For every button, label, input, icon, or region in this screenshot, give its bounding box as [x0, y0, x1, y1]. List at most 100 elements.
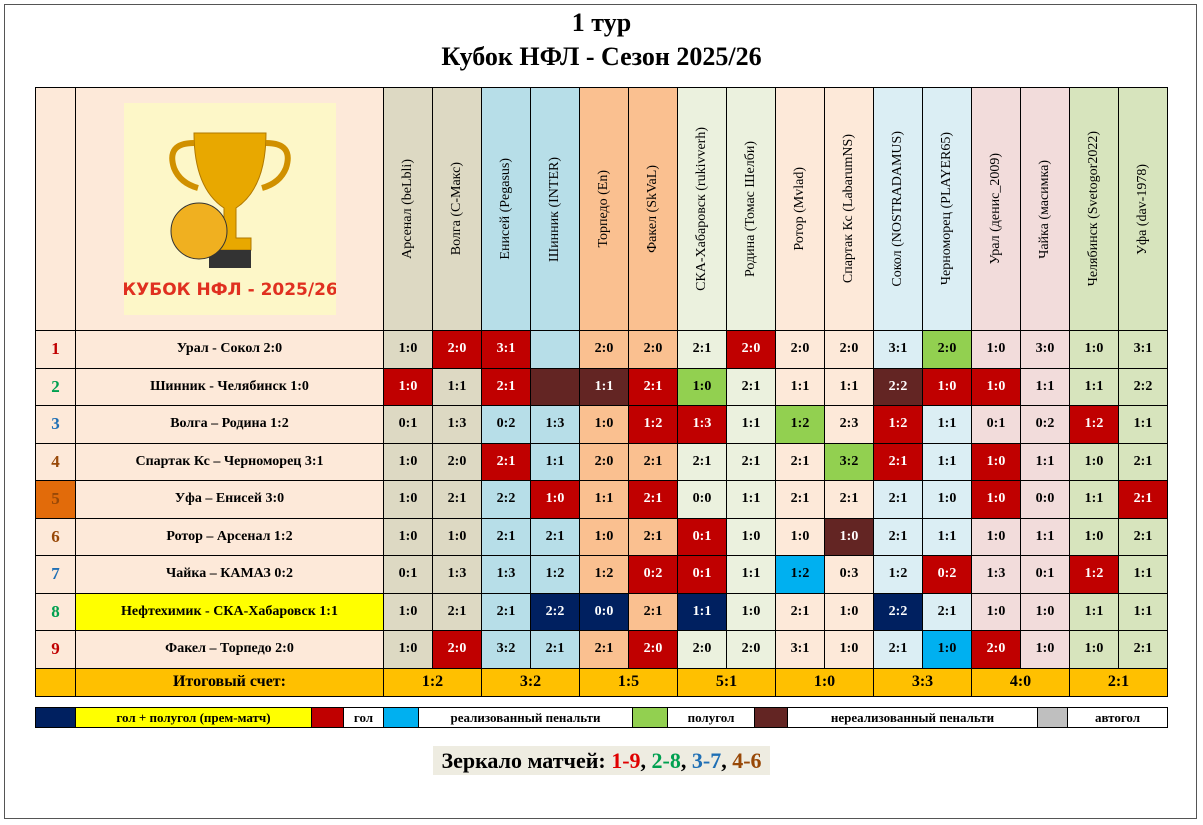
score: 1:0: [383, 592, 433, 631]
match: Волга – Родина 1:2: [75, 405, 384, 444]
score: 1:0: [971, 330, 1021, 369]
score: 1:0: [922, 480, 972, 519]
row-number: 4: [35, 442, 76, 481]
score: 2:1: [873, 442, 923, 481]
score: 1:1: [579, 367, 629, 406]
score: 1:0: [824, 592, 874, 631]
score: 1:1: [726, 480, 776, 519]
score: 1:1: [1118, 405, 1168, 444]
column-name: Черноморец (PLAYER65): [939, 132, 954, 286]
score: 1:0: [383, 330, 433, 369]
mirror-box: Зеркало матчей: 1-9, 2-8, 3-7, 4-6: [433, 746, 770, 775]
score: 1:2: [1069, 555, 1119, 594]
mirror-pair: 3-7: [691, 748, 722, 773]
column-name: Спартак Кс (LabarumNS): [841, 134, 856, 284]
score: 2:1: [775, 592, 825, 631]
score: 1:0: [383, 442, 433, 481]
score: 2:0: [971, 630, 1021, 669]
score: 1:0: [922, 630, 972, 669]
score: 2:1: [1118, 442, 1168, 481]
column-name: Урал (денис_2009): [988, 153, 1003, 265]
match-row: 1 Урал - Сокол 2:0 1:0 2:0 3:1 2:0 2:0 2:1 2:0 2:…: [35, 330, 1168, 369]
score: 2:1: [726, 367, 776, 406]
score: 0:0: [579, 592, 629, 631]
legend-swatch: [1037, 707, 1068, 728]
score: 0:3: [824, 555, 874, 594]
score: 1:0: [1069, 442, 1119, 481]
logo-cell: КУБОК НФЛ - 2025/26: [75, 87, 384, 331]
score: 1:0: [726, 517, 776, 556]
score: 1:0: [1020, 592, 1070, 631]
column-header: Шинник (INTER): [530, 87, 580, 331]
score: 3:1: [873, 330, 923, 369]
subtitle: Кубок НФЛ - Сезон 2025/26: [441, 42, 762, 71]
column-header: Факел (SkVaL): [628, 87, 678, 331]
logo: КУБОК НФЛ - 2025/26: [123, 103, 336, 315]
score: 1:1: [922, 517, 972, 556]
score: 2:1: [824, 480, 874, 519]
title: 1 тур: [571, 8, 632, 37]
score: 1:0: [579, 405, 629, 444]
mirror: Зеркало матчей: 1-9, 2-8, 3-7, 4-6: [0, 746, 1203, 775]
score: 1:0: [971, 367, 1021, 406]
score: 1:1: [824, 367, 874, 406]
score: 1:0: [383, 367, 433, 406]
score: 1:0: [971, 592, 1021, 631]
score: 0:0: [1020, 480, 1070, 519]
score: 0:2: [481, 405, 531, 444]
totals-row: Итоговый счет: 1:2 3:2 1:5 5:1 1:0 3:3 4:0 2:1: [35, 667, 1168, 697]
column-name: СКА-Хабаровск (rukivverh): [694, 127, 709, 291]
score: 2:0: [628, 330, 678, 369]
score: 0:1: [383, 405, 433, 444]
mirror-label: Зеркало матчей:: [441, 748, 612, 773]
score: 1:0: [1069, 330, 1119, 369]
match-row: 6 Ротор – Арсенал 1:2 1:0 1:0 2:1 2:1 1:0 2:1 0:…: [35, 517, 1168, 556]
score: 1:1: [579, 480, 629, 519]
score: 1:0: [1020, 630, 1070, 669]
score: 1:1: [1069, 480, 1119, 519]
column-name: Челябинск (Svetogor2022): [1086, 131, 1101, 287]
match-row: 3 Волга – Родина 1:2 0:1 1:3 0:2 1:3 1:0 1:2 1:3…: [35, 405, 1168, 444]
score: 2:0: [628, 630, 678, 669]
row-number: 2: [35, 367, 76, 406]
column-name: Торпедо (En): [596, 170, 611, 248]
score: 2:0: [775, 330, 825, 369]
logo-text: КУБОК НФЛ - 2025/26: [124, 280, 336, 300]
score: 3:0: [1020, 330, 1070, 369]
header-row: КУБОК НФЛ - 2025/26 Арсенал (beLbli) Волга…: [35, 87, 1168, 331]
score: 2:0: [726, 330, 776, 369]
column-header: Уфа (dav-1978): [1118, 87, 1168, 331]
ball: [170, 202, 227, 260]
row-number: 1: [35, 330, 76, 369]
score: 2:1: [579, 630, 629, 669]
score: 1:2: [873, 555, 923, 594]
score: 2:1: [530, 517, 580, 556]
match-row: 8 Нефтехимик - СКА-Хабаровск 1:1 1:0 2:1 2:1…: [35, 592, 1168, 631]
score: 1:2: [579, 555, 629, 594]
legend-text: полугол: [667, 707, 755, 728]
column-header: Родина (Томас Шелби): [726, 87, 776, 331]
score: 2:1: [677, 330, 727, 369]
score: 1:0: [922, 367, 972, 406]
score: 1:1: [726, 555, 776, 594]
match: Шинник - Челябинск 1:0: [75, 367, 384, 406]
column-header: СКА-Хабаровск (rukivverh): [677, 87, 727, 331]
mirror-separator: ,: [640, 748, 647, 773]
score: 0:2: [1020, 405, 1070, 444]
total-score: 1:0: [775, 667, 874, 697]
match-row: 9 Факел – Торпедо 2:0 1:0 2:0 3:2 2:1 2:1 2:0 2:…: [35, 630, 1168, 669]
total-score: 1:2: [383, 667, 482, 697]
score: 2:1: [775, 442, 825, 481]
score: 2:1: [677, 442, 727, 481]
score: 2:1: [873, 630, 923, 669]
score: 1:0: [1069, 630, 1119, 669]
column-header: Чайка (масимка): [1020, 87, 1070, 331]
score: 2:1: [481, 592, 531, 631]
legend-text: автогол: [1067, 707, 1168, 728]
mirror-separator: ,: [721, 748, 727, 773]
score: 1:0: [677, 367, 727, 406]
score: 0:1: [383, 555, 433, 594]
score: 2:1: [1118, 630, 1168, 669]
score: 2:1: [775, 480, 825, 519]
